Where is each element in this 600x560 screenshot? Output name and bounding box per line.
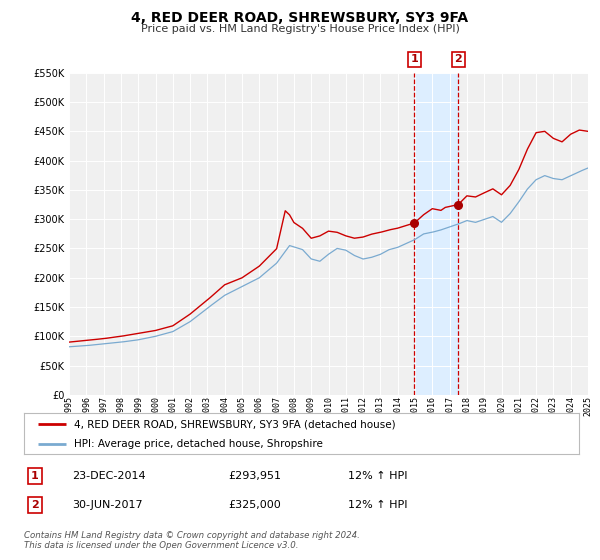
Bar — [415, 73, 458, 395]
Text: £293,951: £293,951 — [228, 471, 281, 481]
Text: £325,000: £325,000 — [228, 500, 281, 510]
Text: Contains HM Land Registry data © Crown copyright and database right 2024.
This d: Contains HM Land Registry data © Crown c… — [24, 531, 360, 550]
Text: Price paid vs. HM Land Registry's House Price Index (HPI): Price paid vs. HM Land Registry's House … — [140, 24, 460, 34]
Text: 2: 2 — [454, 54, 462, 64]
Text: 12% ↑ HPI: 12% ↑ HPI — [348, 500, 407, 510]
Text: 30-JUN-2017: 30-JUN-2017 — [72, 500, 143, 510]
Text: 23-DEC-2014: 23-DEC-2014 — [72, 471, 146, 481]
Text: 1: 1 — [410, 54, 418, 64]
Text: 4, RED DEER ROAD, SHREWSBURY, SY3 9FA: 4, RED DEER ROAD, SHREWSBURY, SY3 9FA — [131, 11, 469, 25]
Text: HPI: Average price, detached house, Shropshire: HPI: Average price, detached house, Shro… — [74, 438, 323, 449]
Text: 12% ↑ HPI: 12% ↑ HPI — [348, 471, 407, 481]
Text: 1: 1 — [31, 471, 38, 481]
Text: 2: 2 — [31, 500, 38, 510]
Text: 4, RED DEER ROAD, SHREWSBURY, SY3 9FA (detached house): 4, RED DEER ROAD, SHREWSBURY, SY3 9FA (d… — [74, 419, 395, 429]
